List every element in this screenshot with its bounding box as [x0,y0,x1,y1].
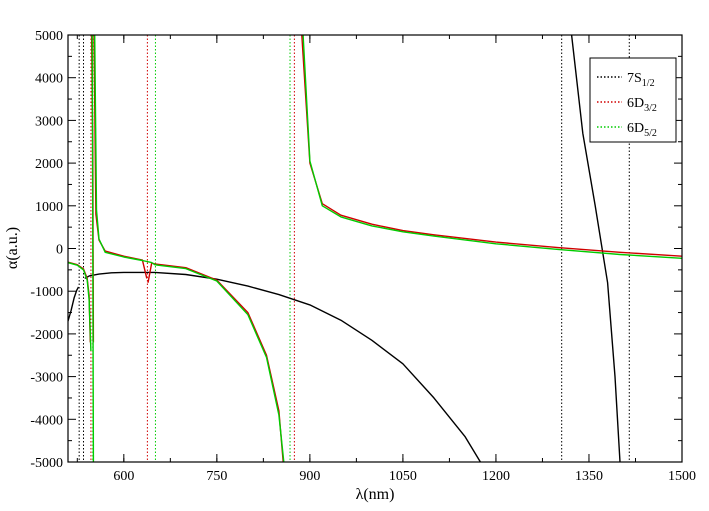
x-tick-label: 1050 [389,469,417,484]
series-line [570,35,621,462]
legend-label: 6D5/2 [627,121,657,139]
y-tick-label: -1000 [30,285,63,300]
series-line [94,35,285,462]
series-line [93,35,148,279]
y-axis-label: α(a.u.) [4,227,21,269]
y-tick-label: -5000 [30,456,63,471]
legend-label: 6D3/2 [627,96,657,114]
legend: 7S1/2 6D3/2 6D5/2 [589,57,677,143]
y-tick-label: 0 [56,243,63,258]
x-tick-label: 1200 [482,469,510,484]
series-line [84,271,481,462]
x-tick-label: 1350 [575,469,603,484]
x-tick-label: 750 [206,469,227,484]
y-tick-label: 4000 [35,72,63,87]
legend-label: 7S1/2 [627,71,655,89]
series-line [91,35,95,462]
x-axis-label: λ(nm) [356,486,395,503]
y-tick-label: 3000 [35,114,63,129]
y-tick-label: 5000 [35,29,63,44]
legend-box [589,57,677,143]
x-tick-label: 900 [299,469,320,484]
series-line [68,286,80,322]
x-tick-label: 1500 [668,469,696,484]
y-tick-label: 2000 [35,157,63,172]
y-tick-label: 1000 [35,200,63,215]
x-tick-label: 600 [113,469,134,484]
series-line [302,35,682,259]
y-tick-label: -4000 [30,413,63,428]
series-line [68,261,92,352]
series-line [147,262,284,462]
y-tick-label: -2000 [30,328,63,343]
y-tick-label: -3000 [30,371,63,386]
